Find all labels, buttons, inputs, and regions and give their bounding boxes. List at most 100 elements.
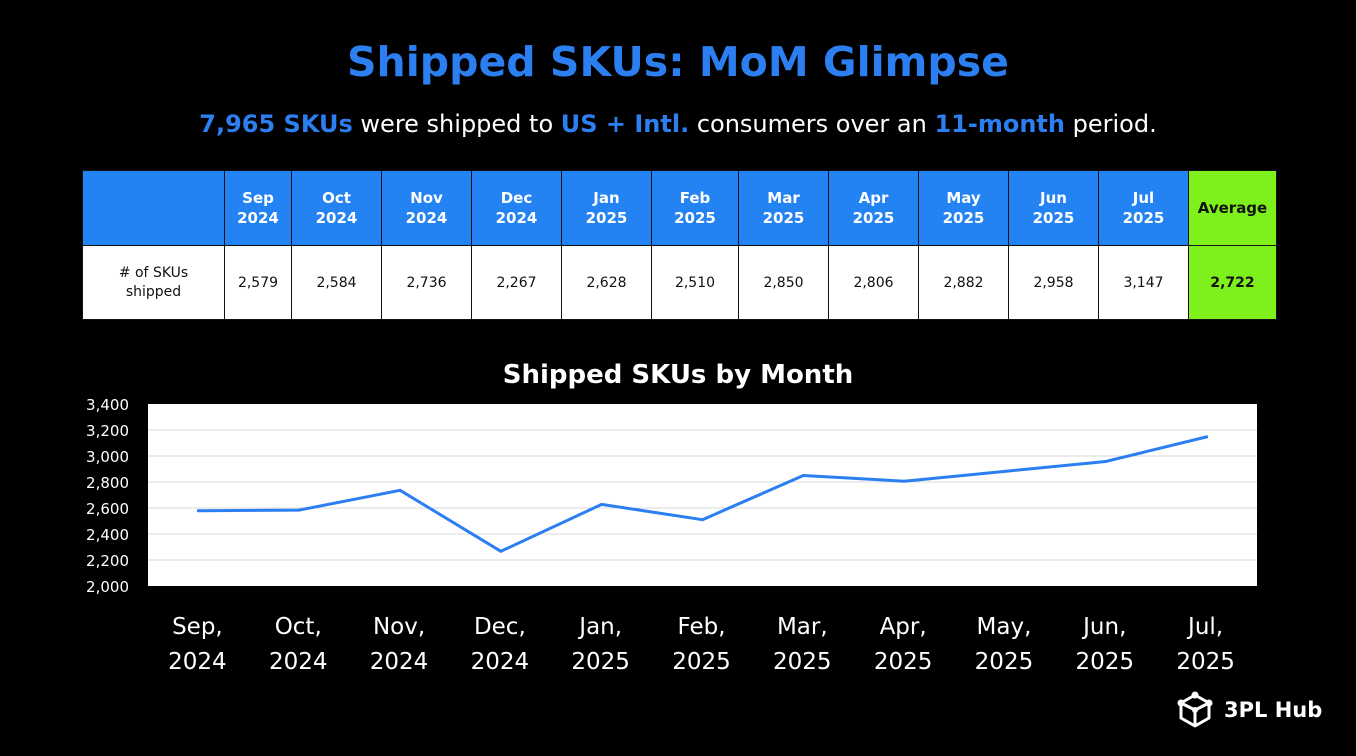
data-point bbox=[297, 508, 301, 512]
table-row: # of SKUs shipped 2,579 2,584 2,736 2,267 2,62… bbox=[82, 245, 1277, 320]
subtitle-highlight: US + Intl. bbox=[560, 110, 690, 138]
plot-area bbox=[148, 404, 1257, 586]
month-header: Dec 2024 bbox=[471, 170, 562, 246]
month-name: Jan bbox=[593, 189, 620, 207]
average-header: Average bbox=[1188, 170, 1277, 246]
y-tick-label: 3,200 bbox=[86, 422, 129, 440]
month-year: 2025 bbox=[762, 209, 805, 227]
x-tick-label-year: 2025 bbox=[571, 649, 630, 675]
x-tick-label-month: Mar, bbox=[777, 614, 828, 640]
subtitle-text: consumers over an bbox=[689, 110, 935, 138]
y-tick-label: 2,400 bbox=[86, 526, 129, 544]
x-tick-label-year: 2024 bbox=[471, 649, 530, 675]
month-year: 2025 bbox=[942, 209, 985, 227]
y-tick-label: 2,200 bbox=[86, 552, 129, 570]
sku-table: Sep 2024 Oct 2024 Nov 2024 Dec 2024 Jan 2025 Feb 20… bbox=[82, 170, 1277, 320]
y-tick-label: 2,000 bbox=[86, 578, 129, 596]
month-name: Feb bbox=[679, 189, 711, 207]
x-tick-label-year: 2024 bbox=[269, 649, 328, 675]
line-chart: 2,000 2,200 2,400 2,600 2,800 3,000 3,200 3,400… bbox=[86, 396, 1257, 675]
month-year: 2024 bbox=[315, 209, 358, 227]
sku-count-cell: 2,510 bbox=[651, 245, 739, 320]
y-tick-label: 2,800 bbox=[86, 474, 129, 492]
month-header: Jun 2025 bbox=[1008, 170, 1099, 246]
x-tick-label-month: Feb, bbox=[677, 614, 725, 640]
logo-text: 3PL Hub bbox=[1224, 698, 1323, 722]
month-name: Sep bbox=[242, 189, 274, 207]
data-point bbox=[196, 509, 200, 513]
month-header: Nov 2024 bbox=[381, 170, 472, 246]
month-year: 2025 bbox=[1032, 209, 1075, 227]
month-year: 2025 bbox=[852, 209, 895, 227]
month-header: Jul 2025 bbox=[1098, 170, 1189, 246]
table-header-row: Sep 2024 Oct 2024 Nov 2024 Dec 2024 Jan 2025 Feb 20… bbox=[82, 170, 1277, 246]
month-year: 2024 bbox=[495, 209, 538, 227]
x-tick-label-month: Apr, bbox=[880, 614, 927, 640]
data-point bbox=[398, 488, 402, 492]
month-name: Jul bbox=[1132, 189, 1155, 207]
x-tick-label-month: Sep, bbox=[172, 614, 223, 640]
x-tick-label-month: Jan, bbox=[577, 614, 622, 640]
data-point bbox=[600, 502, 604, 506]
page-title: Shipped SKUs: MoM Glimpse bbox=[347, 38, 1009, 86]
x-tick-label-year: 2025 bbox=[874, 649, 933, 675]
data-point bbox=[499, 549, 503, 553]
month-name: Oct bbox=[322, 189, 351, 207]
month-year: 2025 bbox=[674, 209, 716, 227]
data-point bbox=[1104, 459, 1108, 463]
chart-title: Shipped SKUs by Month bbox=[502, 360, 854, 390]
x-tick-label-month: May, bbox=[977, 614, 1032, 640]
month-name: Apr bbox=[858, 189, 889, 207]
month-header: Jan 2025 bbox=[561, 170, 652, 246]
subtitle-highlight: 7,965 SKUs bbox=[199, 110, 353, 138]
x-tick-label-year: 2025 bbox=[975, 649, 1034, 675]
sku-count-cell: 2,579 bbox=[224, 245, 292, 320]
x-tick-label-month: Nov, bbox=[373, 614, 425, 640]
subtitle-highlight: 11-month bbox=[934, 110, 1065, 138]
data-point bbox=[902, 479, 906, 483]
data-point bbox=[701, 518, 704, 522]
y-tick-label: 2,600 bbox=[86, 500, 129, 518]
data-point bbox=[1003, 469, 1007, 473]
average-value-cell: 2,722 bbox=[1188, 245, 1277, 320]
x-tick-label-year: 2025 bbox=[672, 649, 731, 675]
month-header: Mar 2025 bbox=[738, 170, 829, 246]
sku-count-cell: 2,850 bbox=[738, 245, 829, 320]
brand-logo: 3PL Hub bbox=[1176, 690, 1336, 730]
sku-count-cell: 2,882 bbox=[918, 245, 1009, 320]
x-tick-label-month: Oct, bbox=[275, 614, 322, 640]
month-year: 2024 bbox=[405, 209, 448, 227]
row-label-line: shipped bbox=[125, 283, 182, 300]
x-tick-label-month: Jun, bbox=[1081, 614, 1126, 640]
sku-count-cell: 2,584 bbox=[291, 245, 382, 320]
sku-count-cell: 2,267 bbox=[471, 245, 562, 320]
month-name: Nov bbox=[410, 189, 443, 207]
month-header: May 2025 bbox=[918, 170, 1009, 246]
month-name: May bbox=[946, 189, 981, 207]
cube-network-icon bbox=[1177, 691, 1213, 728]
month-header: Sep 2024 bbox=[224, 170, 292, 246]
sku-count-cell: 2,806 bbox=[828, 245, 919, 320]
month-header: Oct 2024 bbox=[291, 170, 382, 246]
data-point bbox=[801, 474, 805, 477]
x-tick-label-year: 2024 bbox=[168, 649, 227, 675]
sku-count-cell: 2,736 bbox=[381, 245, 472, 320]
x-tick-label-year: 2025 bbox=[773, 649, 832, 675]
table-corner-cell bbox=[82, 170, 225, 246]
row-label: # of SKUs shipped bbox=[82, 245, 225, 320]
row-label-line: # of SKUs bbox=[118, 264, 189, 281]
month-header: Apr 2025 bbox=[828, 170, 919, 246]
y-tick-label: 3,400 bbox=[86, 396, 129, 414]
x-tick-label-year: 2025 bbox=[1176, 649, 1235, 675]
month-year: 2024 bbox=[237, 209, 279, 227]
sku-count-cell: 2,628 bbox=[561, 245, 652, 320]
x-tick-label-month: Jul, bbox=[1186, 614, 1223, 640]
month-year: 2025 bbox=[585, 209, 628, 227]
x-tick-label-year: 2025 bbox=[1075, 649, 1134, 675]
month-year: 2025 bbox=[1122, 209, 1165, 227]
page-subtitle: 7,965 SKUs were shipped to US + Intl. co… bbox=[0, 110, 1356, 138]
data-point bbox=[1205, 435, 1209, 439]
month-name: Jun bbox=[1040, 189, 1067, 207]
month-name: Dec bbox=[500, 189, 533, 207]
sku-count-cell: 3,147 bbox=[1098, 245, 1189, 320]
